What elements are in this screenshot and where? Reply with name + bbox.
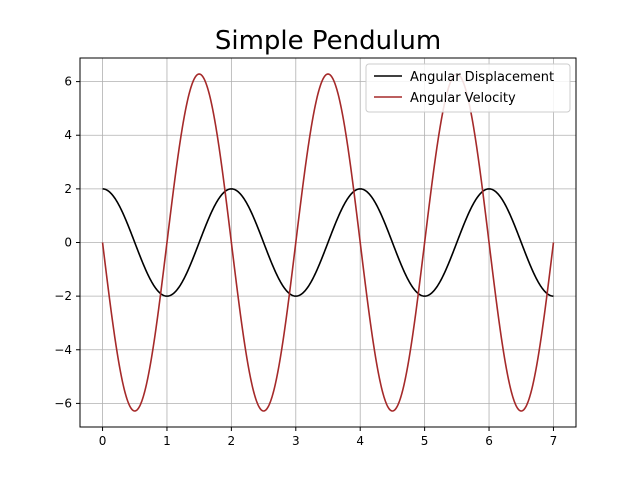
x-tick-label: 6 [485, 434, 493, 448]
legend-label: Angular Velocity [410, 91, 516, 106]
tick-layer: 0 1 2 3 4 5 6 7 −6 −4 −2 0 2 4 6 [54, 75, 557, 448]
x-tick-label: 5 [421, 434, 429, 448]
chart-title: Simple Pendulum [215, 26, 441, 56]
y-tick-label: −6 [54, 396, 72, 410]
x-tick-label: 2 [228, 434, 236, 448]
series-line-1 [101, 73, 555, 412]
y-tick-label: −2 [54, 289, 72, 303]
legend: Angular Displacement Angular Velocity [365, 63, 571, 113]
x-tick-label: 0 [99, 434, 107, 448]
series-layer [101, 73, 555, 412]
legend-label: Angular Displacement [410, 70, 554, 85]
legend-box [365, 63, 571, 113]
y-tick-label: 2 [64, 182, 72, 196]
x-tick-label: 1 [163, 434, 171, 448]
x-tick-label: 4 [356, 434, 364, 448]
y-tick-label: 0 [64, 236, 72, 250]
series-line-0 [102, 188, 554, 297]
y-tick-label: −4 [54, 343, 72, 357]
y-tick-label: 6 [64, 75, 72, 89]
x-tick-label: 3 [292, 434, 300, 448]
x-tick-label: 7 [550, 434, 558, 448]
y-tick-label: 4 [64, 128, 72, 142]
